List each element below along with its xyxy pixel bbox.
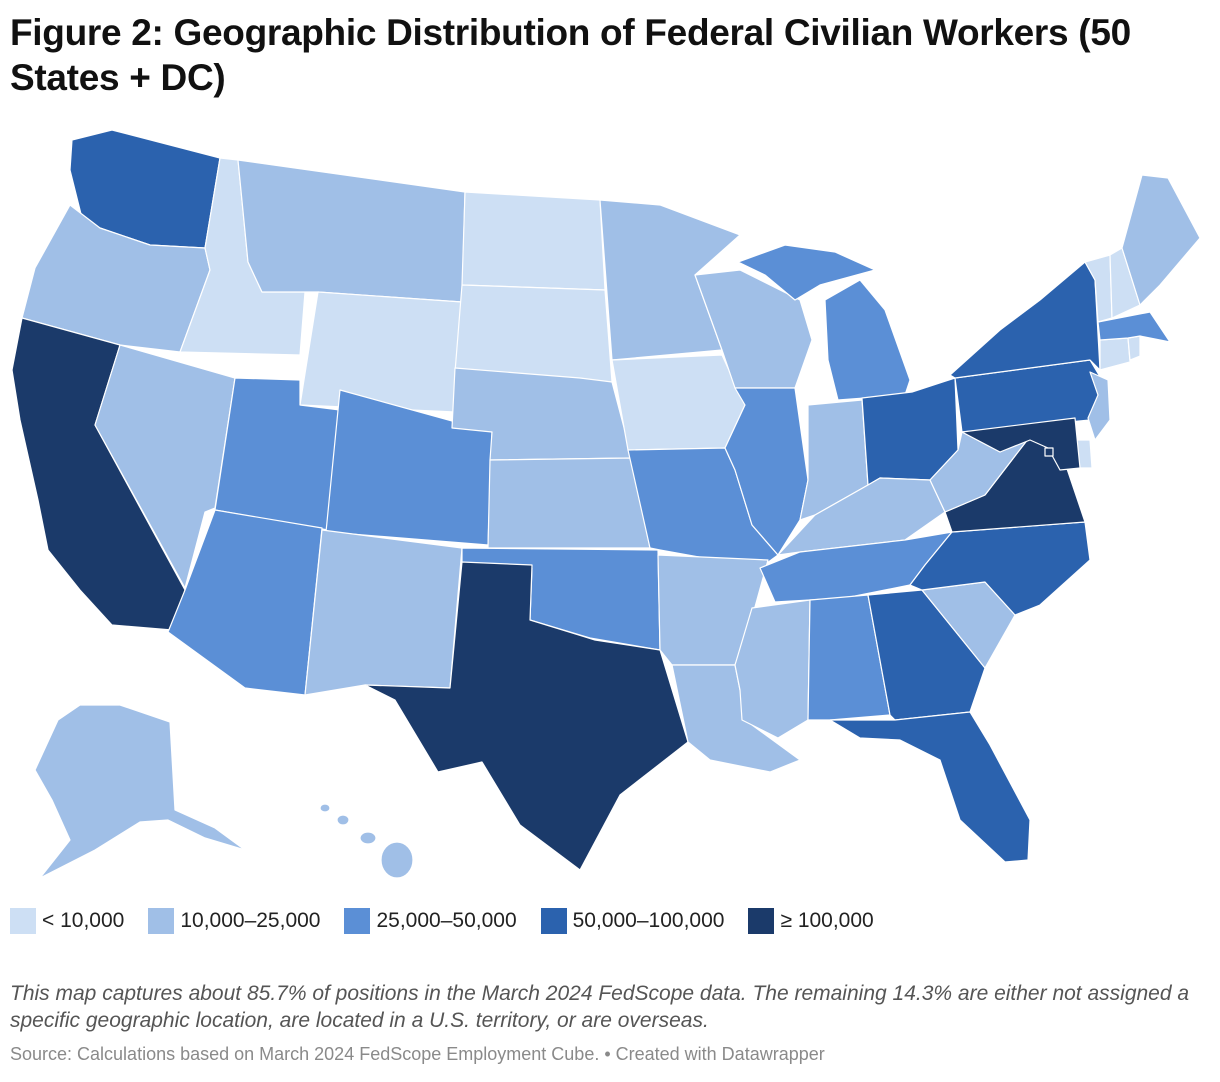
state-MI[interactable] xyxy=(824,279,911,401)
state-MT[interactable] xyxy=(237,159,466,303)
state-WY[interactable] xyxy=(299,291,463,413)
legend-item: 50,000–100,000 xyxy=(540,908,725,934)
state-AK[interactable] xyxy=(34,704,246,879)
legend-label: 10,000–25,000 xyxy=(180,909,321,932)
state-AZ[interactable] xyxy=(167,509,323,696)
state-SD[interactable] xyxy=(454,284,613,383)
legend-swatch xyxy=(148,908,175,934)
state-NJ[interactable] xyxy=(1087,371,1111,441)
legend-label: 25,000–50,000 xyxy=(376,909,517,932)
state-RI[interactable] xyxy=(1127,335,1141,361)
state-AL[interactable] xyxy=(807,594,891,721)
state-WI[interactable] xyxy=(694,269,813,389)
legend-swatch xyxy=(540,908,567,934)
state-MI-upper[interactable] xyxy=(737,244,876,301)
state-NY[interactable] xyxy=(949,261,1101,379)
legend-swatch xyxy=(344,908,371,934)
map-legend: < 10,000 10,000–25,000 25,000–50,000 50,… xyxy=(10,904,898,938)
legend-label: < 10,000 xyxy=(42,909,125,932)
state-KS[interactable] xyxy=(487,457,651,549)
state-IL[interactable] xyxy=(724,387,809,556)
legend-swatch xyxy=(748,908,775,934)
state-HI-oahu[interactable] xyxy=(336,814,350,826)
state-MA[interactable] xyxy=(1097,311,1171,343)
legend-item: 25,000–50,000 xyxy=(344,908,517,934)
state-HI-kauai[interactable] xyxy=(319,803,331,813)
state-HI[interactable] xyxy=(380,841,414,879)
legend-item: ≥ 100,000 xyxy=(748,908,874,934)
state-TX[interactable] xyxy=(364,561,689,871)
legend-swatch xyxy=(10,908,36,934)
footnote: This map captures about 85.7% of positio… xyxy=(10,982,1190,1032)
state-VT[interactable] xyxy=(1084,254,1113,323)
chart-title: Figure 2: Geographic Distribution of Fed… xyxy=(10,12,1131,98)
legend-label: ≥ 100,000 xyxy=(780,909,874,932)
state-ND[interactable] xyxy=(461,191,606,291)
legend-item: < 10,000 xyxy=(10,908,124,934)
state-NM[interactable] xyxy=(304,529,463,696)
state-MD[interactable] xyxy=(961,417,1081,471)
legend-label: 50,000–100,000 xyxy=(572,909,725,932)
state-DC[interactable] xyxy=(1044,447,1054,457)
state-IA[interactable] xyxy=(611,354,746,451)
us-choropleth-map xyxy=(11,129,1201,879)
state-FL[interactable] xyxy=(829,711,1031,863)
state-NC[interactable] xyxy=(909,521,1091,616)
state-HI-maui[interactable] xyxy=(359,831,377,845)
legend-item: 10,000–25,000 xyxy=(148,908,320,934)
source-line: Source: Calculations based on March 2024… xyxy=(10,1044,825,1064)
state-ME[interactable] xyxy=(1121,174,1201,306)
state-CT[interactable] xyxy=(1099,337,1131,371)
